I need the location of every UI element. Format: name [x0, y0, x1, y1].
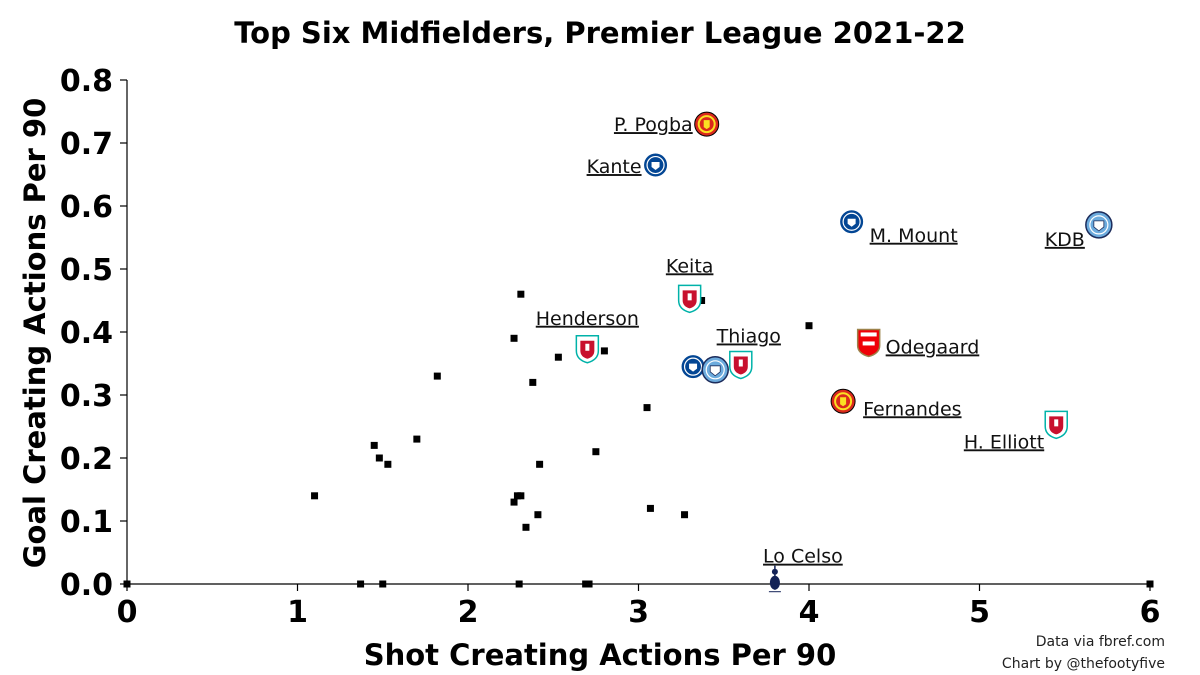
data-point: [554, 353, 562, 361]
y-axis-title: Goal Creating Actions Per 90: [18, 98, 52, 569]
y-tick-label: 0.1: [60, 505, 113, 540]
data-point: [517, 290, 525, 298]
liverpool-badge-icon: [677, 284, 702, 314]
data-point: [515, 580, 523, 588]
data-point: [681, 511, 689, 519]
y-tick-label: 0.5: [60, 253, 113, 288]
player-label-henderson: Henderson: [536, 308, 639, 330]
player-label-p-pogba: P. Pogba: [614, 114, 693, 136]
y-tick-label: 0.0: [60, 568, 113, 603]
y-tick-label: 0.8: [60, 64, 113, 99]
player-label-fernandes: Fernandes: [863, 398, 961, 420]
data-point: [643, 404, 651, 412]
data-point: [510, 334, 518, 342]
plot-area: 0 1 2 3 4 5 6 0.0 0.1 0.2 0.3 0.4 0.5 0.6 0.7 0.8 P. P…: [60, 64, 1161, 630]
data-point: [522, 523, 530, 531]
data-point: [357, 580, 365, 588]
x-tick-label: 2: [458, 595, 479, 630]
liverpool-badge-icon: [1044, 410, 1068, 440]
data-point: [379, 580, 387, 588]
data-point: [585, 580, 593, 588]
liverpool-badge-icon: [575, 335, 600, 364]
x-tick-label: 0: [117, 595, 138, 630]
man-utd-badge-icon: [694, 111, 720, 137]
player-label-m-mount: M. Mount: [870, 225, 958, 247]
player-label-thiago: Thiago: [716, 326, 781, 348]
player-labels: P. Pogba Kante M. Mount KDB Keita Henderson Th…: [536, 114, 1085, 568]
man-city-badge-icon: [701, 356, 729, 384]
x-axis-title: Shot Creating Actions Per 90: [364, 638, 837, 672]
data-point: [311, 492, 319, 500]
data-point: [534, 511, 542, 519]
data-point: [805, 322, 813, 330]
chelsea-badge-icon: [680, 354, 706, 380]
data-point: [600, 347, 608, 355]
x-tick-label: 6: [1140, 595, 1161, 630]
credit-chart-author: Chart by @thefootyfive: [1002, 656, 1165, 672]
data-point: [517, 492, 525, 500]
y-tick-label: 0.4: [60, 316, 113, 351]
data-point: [1146, 580, 1154, 588]
x-tick-label: 3: [628, 595, 649, 630]
x-tick-label: 4: [799, 595, 820, 630]
player-label-lo-celso: Lo Celso: [763, 546, 843, 568]
player-label-odegaard: Odegaard: [886, 336, 980, 358]
credit-data-source: Data via fbref.com: [1036, 634, 1165, 650]
y-tick-label: 0.7: [60, 127, 113, 162]
chelsea-badge-icon: [643, 152, 669, 178]
data-point: [413, 435, 421, 443]
x-axis-ticks: 0 1 2 3 4 5 6: [117, 584, 1161, 630]
data-point: [529, 378, 537, 386]
data-point: [433, 372, 441, 380]
x-tick-label: 5: [969, 595, 990, 630]
data-point: [536, 460, 544, 468]
data-point: [646, 504, 654, 512]
club-badges: [575, 111, 1113, 593]
player-label-keita: Keita: [666, 255, 714, 277]
liverpool-badge-icon: [729, 350, 753, 380]
y-tick-label: 0.6: [60, 190, 113, 225]
data-point: [375, 454, 383, 462]
chelsea-badge-icon: [839, 209, 865, 235]
x-tick-label: 1: [287, 595, 308, 630]
y-tick-label: 0.3: [60, 379, 113, 414]
data-point: [698, 297, 706, 304]
y-axis-ticks: 0.0 0.1 0.2 0.3 0.4 0.5 0.6 0.7 0.8: [60, 64, 127, 603]
man-utd-badge-icon: [830, 388, 856, 414]
data-point: [123, 580, 131, 588]
data-point: [510, 498, 518, 506]
data-point: [592, 448, 600, 456]
arsenal-badge-icon: [856, 328, 881, 358]
chart-title: Top Six Midfielders, Premier League 2021…: [234, 16, 966, 50]
tottenham-badge-icon: [768, 565, 781, 593]
data-point: [370, 441, 378, 449]
player-label-kante: Kante: [587, 156, 642, 178]
man-city-badge-icon: [1085, 211, 1113, 239]
player-label-kdb: KDB: [1045, 229, 1085, 251]
player-label-h-elliott: H. Elliott: [964, 431, 1044, 453]
unlabeled-points: [123, 290, 1154, 588]
data-point: [384, 460, 392, 468]
y-tick-label: 0.2: [60, 442, 113, 477]
